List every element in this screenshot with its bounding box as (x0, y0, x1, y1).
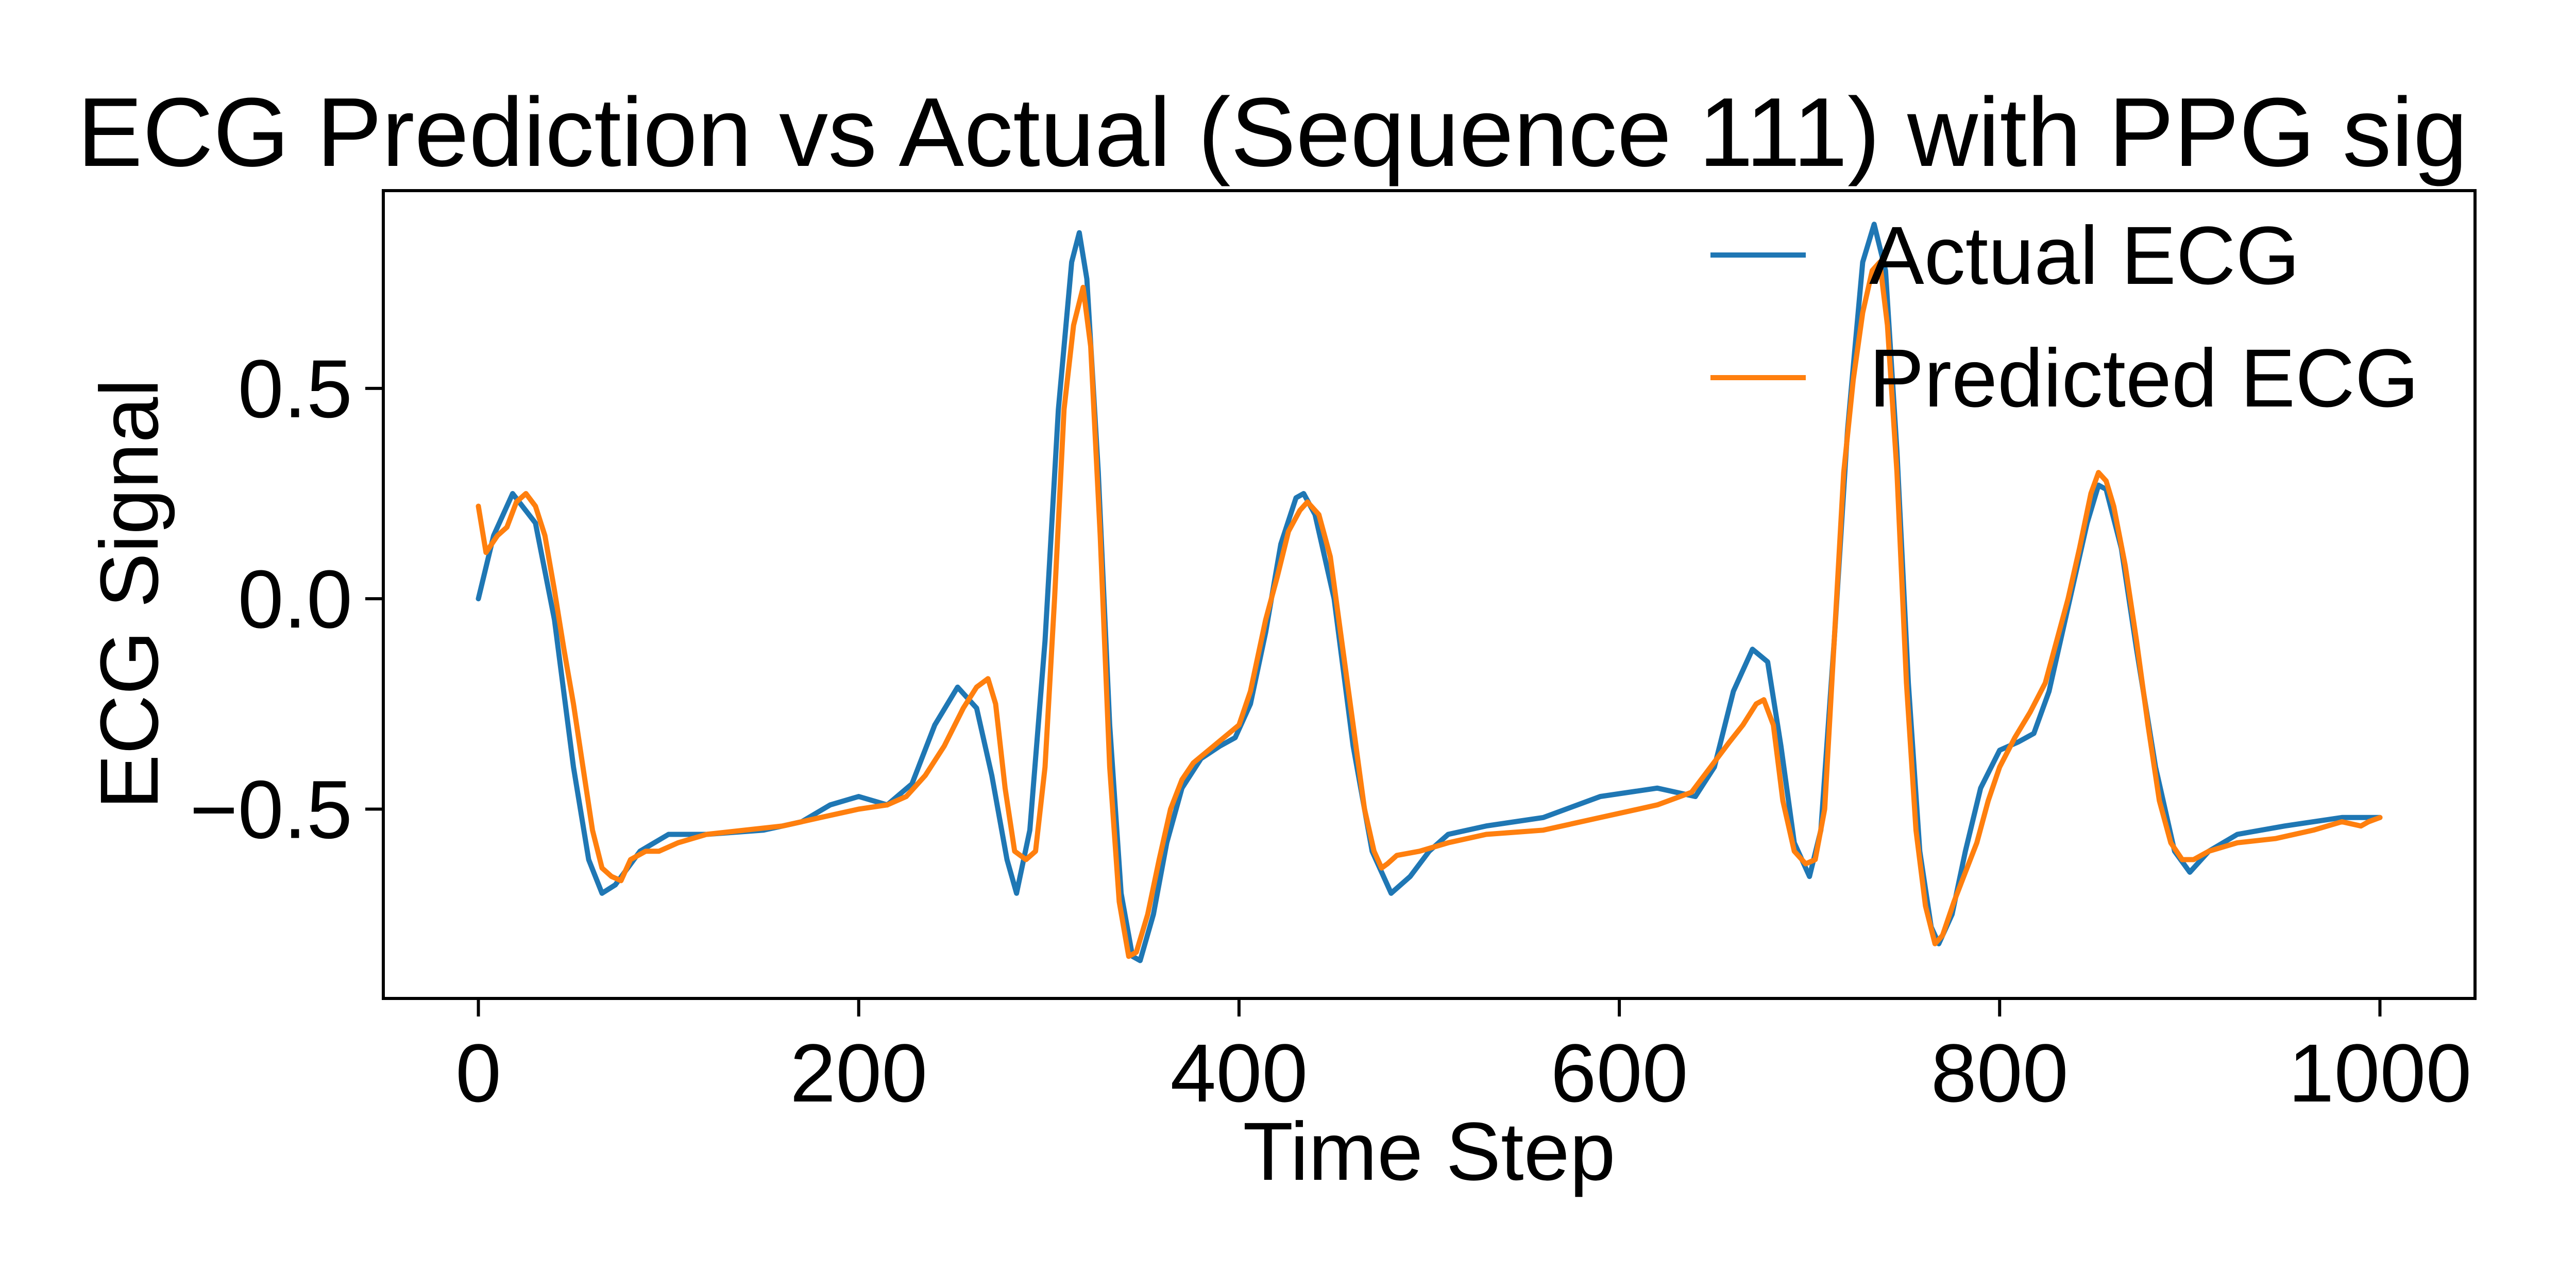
y-axis: 0.5 0.0 −0.5 (190, 343, 383, 856)
x-tick-label: 0 (455, 1027, 501, 1119)
x-tick-label: 400 (1170, 1027, 1308, 1119)
legend-label: Predicted ECG (1869, 332, 2419, 424)
plot-frame (382, 189, 2477, 1000)
y-tick-label: 0.5 (238, 343, 352, 435)
x-tick-label: 800 (1931, 1027, 2069, 1119)
legend: Actual ECG Predicted ECG (1710, 209, 2419, 424)
y-tick-label: 0.0 (238, 553, 352, 645)
y-axis-label: ECG Signal (83, 379, 175, 809)
x-axis-label: Time Step (1243, 1105, 1615, 1197)
y-tick-label: −0.5 (190, 764, 352, 856)
x-tick-label: 600 (1551, 1027, 1688, 1119)
chart-title: ECG Prediction vs Actual (Sequence 111) … (77, 78, 2468, 187)
legend-label: Actual ECG (1869, 209, 2300, 301)
x-tick-label: 1000 (2288, 1027, 2471, 1119)
series-lines (476, 222, 2383, 963)
x-axis: 0 200 400 600 800 1000 (455, 998, 2471, 1119)
series-line-predicted-ecg (476, 259, 2383, 959)
x-tick-label: 200 (790, 1027, 927, 1119)
plot-area: 0 200 400 600 800 1000 0.5 0.0 −0.5 (190, 189, 2477, 1119)
